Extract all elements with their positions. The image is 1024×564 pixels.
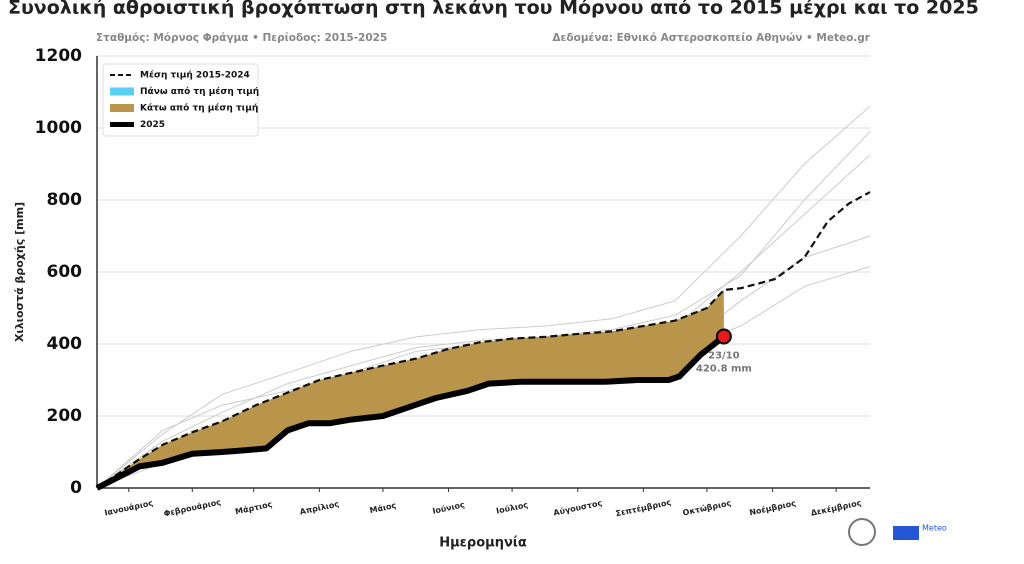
legend-label: Πάνω από τη μέση τιμή xyxy=(140,86,259,97)
x-tick-label: Ιανουάριος xyxy=(104,498,154,517)
legend-label: Μέση τιμή 2015-2024 xyxy=(140,70,250,81)
annotation-value: 420.8 mm xyxy=(696,364,752,375)
y-tick-label: 200 xyxy=(47,406,83,426)
legend-swatch xyxy=(110,87,134,96)
series-line xyxy=(96,191,871,489)
x-tick-label: Ιούλιος xyxy=(495,500,529,516)
logo-mark xyxy=(893,526,919,540)
annotation-date: 23/10 xyxy=(708,351,740,362)
legend: Μέση τιμή 2015-2024 Πάνω από τη μέση τιμή… xyxy=(102,63,259,137)
x-tick-label: Αύγουστος xyxy=(553,498,604,517)
legend-label: Κάτω από τη μέση τιμή xyxy=(140,103,258,114)
chart-title: Συνολική αθροιστική βροχόπτωση στη λεκάν… xyxy=(8,0,979,19)
x-tick-label: Απρίλιος xyxy=(299,498,340,516)
y-tick-label: 400 xyxy=(47,334,83,354)
legend-swatch xyxy=(110,104,134,112)
background-line xyxy=(96,106,871,489)
background-line xyxy=(96,131,871,489)
y-axis-label: Χιλιοστά βροχής [mm] xyxy=(13,202,26,342)
legend-box xyxy=(102,63,259,137)
x-axis-label: Ημερομηνία xyxy=(439,536,527,551)
x-tick-label: Σεπτέμβριος xyxy=(615,497,673,519)
x-tick-label: Νοέμβριος xyxy=(748,498,797,518)
end-point xyxy=(715,328,732,345)
below-mean-area xyxy=(97,290,724,488)
subtitle-left: Σταθμός: Μόρνος Φράγμα • Περίοδος: 2015-… xyxy=(96,32,387,44)
x-tick-label: Οκτώβριος xyxy=(682,497,733,517)
subtitle-right: Δεδομένα: Εθνικό Αστεροσκοπείο Αθηνών • … xyxy=(552,32,870,44)
x-tick-label: Μάρτιος xyxy=(234,500,273,517)
logo: Meteo xyxy=(848,518,947,546)
y-tick-label: 0 xyxy=(70,478,82,498)
legend-label: 2025 xyxy=(140,120,165,130)
logo-text: Meteo xyxy=(922,524,947,533)
y-tick-label: 800 xyxy=(47,190,83,210)
y-tick-label: 600 xyxy=(47,262,83,282)
logo-seal xyxy=(848,518,876,546)
x-tick-label: Δεκέμβριος xyxy=(810,497,863,518)
x-tick-label: Φεβρουάριος xyxy=(163,497,222,518)
series-line xyxy=(95,334,726,491)
y-tick-label: 1200 xyxy=(35,46,82,66)
x-tick-label: Μάιος xyxy=(369,501,397,515)
y-tick-label: 1000 xyxy=(35,118,82,138)
x-tick-label: Ιούνιος xyxy=(432,500,466,516)
